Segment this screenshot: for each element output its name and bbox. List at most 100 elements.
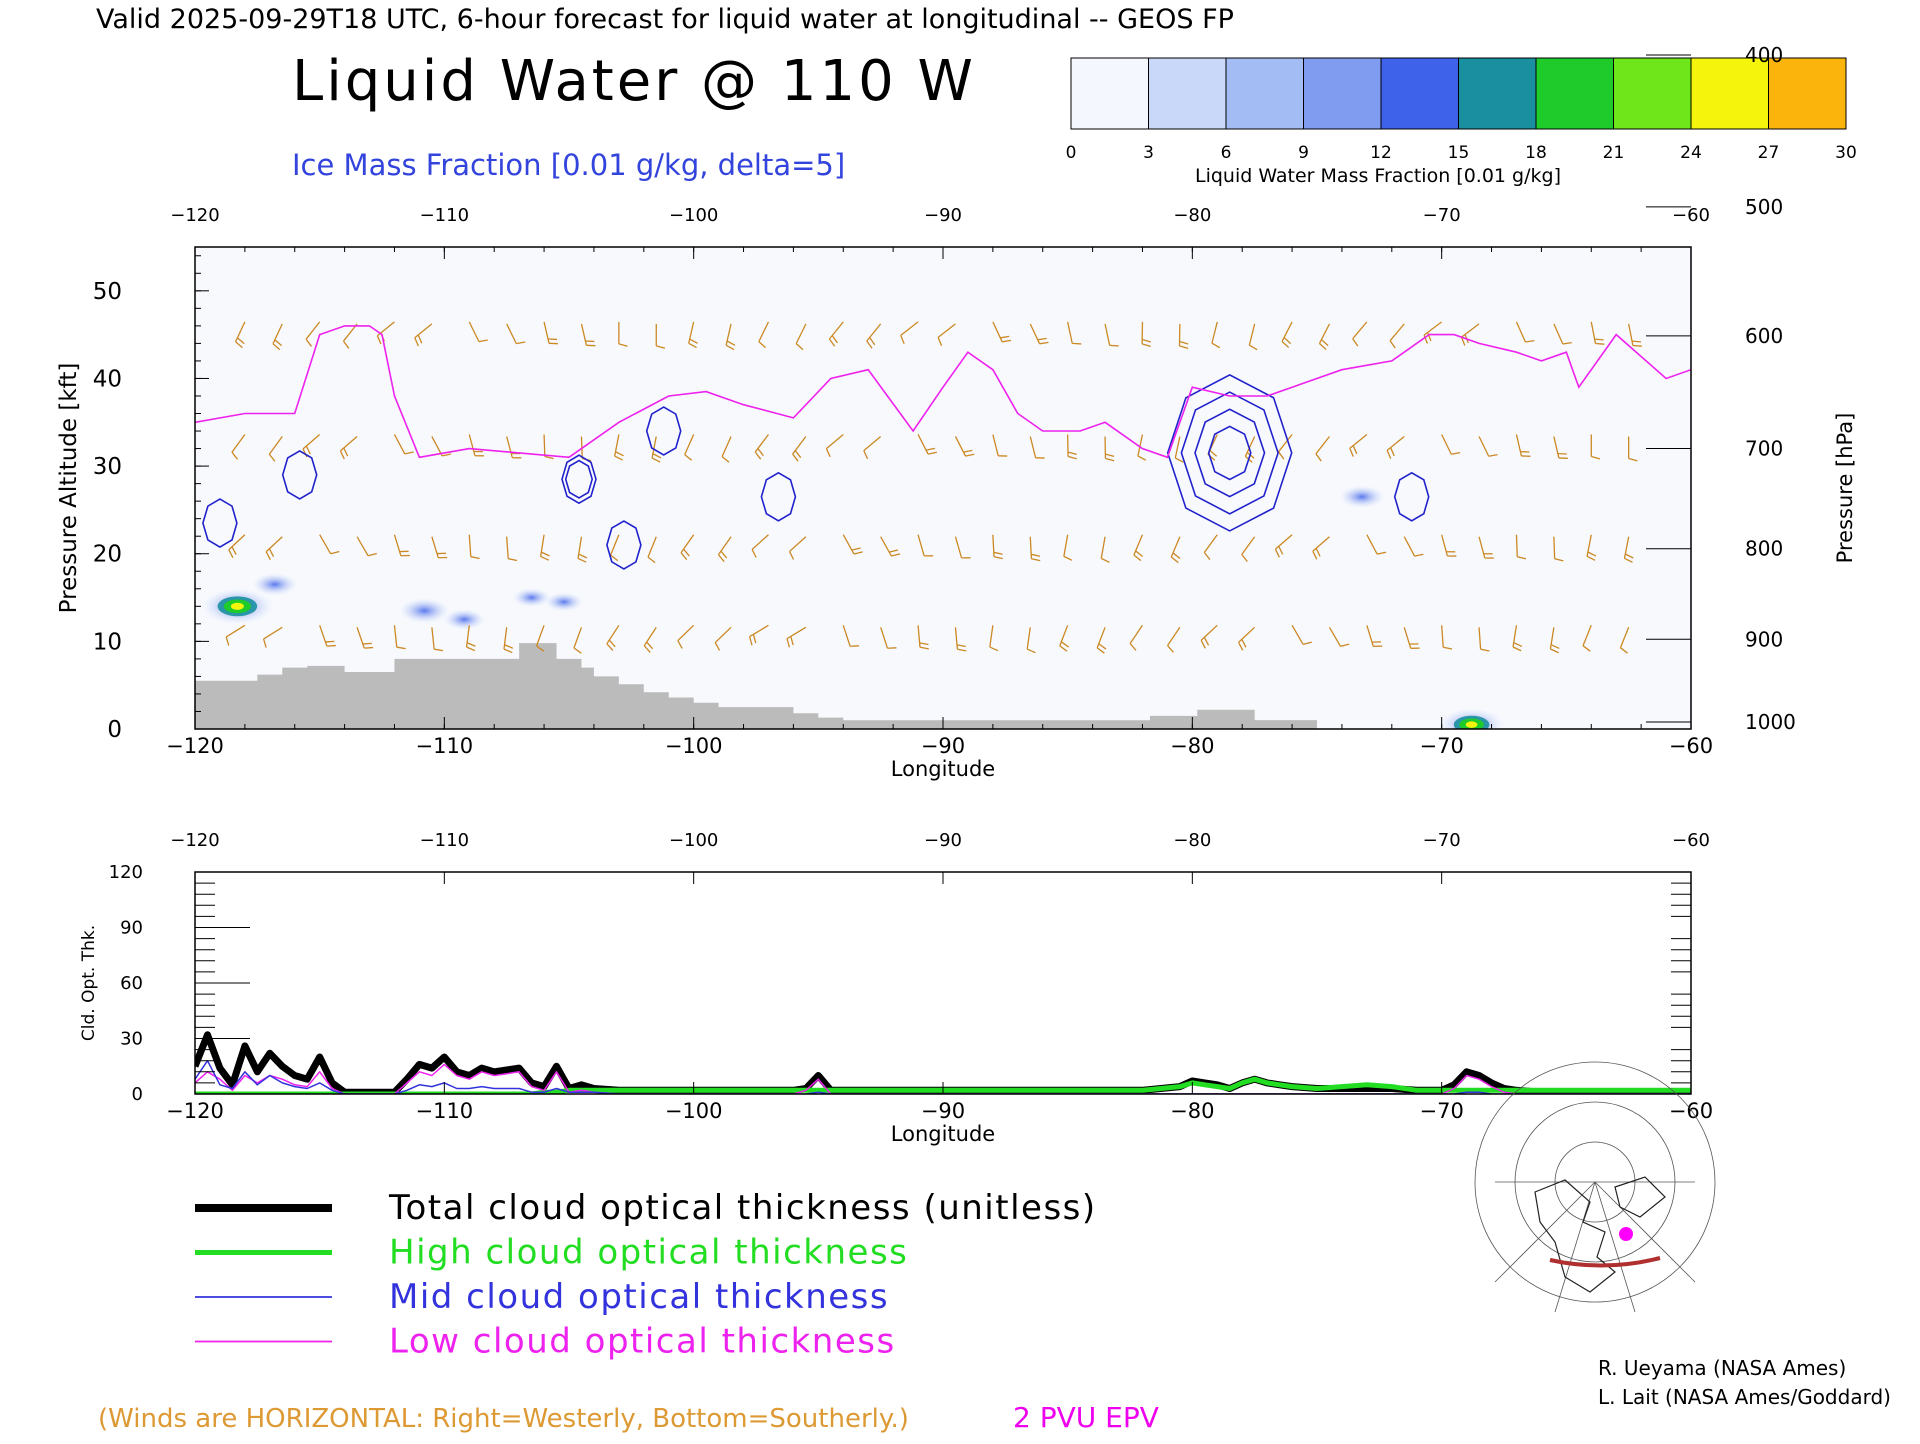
colorbar-bin	[1459, 58, 1537, 129]
wind-barb	[1356, 193, 1367, 219]
colorbar-tick-label: 6	[1221, 143, 1232, 163]
wind-barb	[870, 195, 880, 221]
wind-barb	[1068, 193, 1086, 213]
bottom-tick-label: −100	[665, 734, 723, 758]
wind-barb	[904, 193, 918, 217]
bottom-tick-label: −70	[1420, 1099, 1464, 1123]
wind-barb	[310, 193, 320, 219]
left-tick-label: 50	[93, 279, 122, 305]
colorbar-bin	[1071, 58, 1149, 129]
bottom-tick-label: −120	[166, 1099, 224, 1123]
left-tick-label: 10	[93, 629, 122, 655]
epv-label: 2 PVU EPV	[1013, 1401, 1159, 1434]
wind-barb	[1591, 193, 1608, 213]
bottom-tick-label: −110	[415, 1099, 473, 1123]
left-tick-label: 20	[93, 542, 122, 568]
top-tick-label: −110	[420, 205, 469, 226]
lower-tick-label: 0	[132, 1084, 143, 1105]
colorbar-tick-label: 3	[1143, 143, 1154, 163]
lower-plot-background	[195, 872, 1691, 1094]
wind-barb	[1629, 195, 1646, 215]
colorbar-bin	[1304, 58, 1382, 129]
liquid-water-blob	[513, 588, 551, 607]
lower-tick-label: 90	[120, 918, 143, 939]
liquid-water-blob	[252, 573, 297, 596]
bottom-tick-label: −110	[415, 734, 473, 758]
lower-tick-label: 60	[120, 973, 143, 994]
right-tick-label: 800	[1745, 537, 1783, 561]
right-tick-label: 600	[1745, 324, 1783, 348]
top-tick-label: −70	[1423, 830, 1461, 851]
main-ylabel-left: Pressure Altitude [kft]	[56, 363, 82, 614]
colorbar-bin	[1226, 58, 1304, 129]
colorbar-bin	[1691, 58, 1769, 129]
wind-barb	[544, 193, 562, 213]
wind-barb	[489, 195, 507, 217]
valid-line: Valid 2025-09-29T18 UTC, 6-hour forecast…	[96, 4, 1234, 35]
bottom-tick-label: −90	[921, 1099, 965, 1123]
bottom-tick-label: −120	[166, 734, 224, 758]
colorbar-tick-label: 12	[1370, 143, 1392, 163]
main-xlabel: Longitude	[891, 757, 995, 781]
top-tick-label: −90	[924, 205, 962, 226]
lower-xlabel: Longitude	[891, 1122, 995, 1146]
wind-barb	[1464, 195, 1479, 219]
left-tick-label: 0	[107, 717, 122, 743]
wind-barb	[1498, 193, 1516, 214]
liquid-water-core	[1466, 721, 1478, 727]
bottom-tick-label: −70	[1420, 734, 1464, 758]
main-plot-background	[195, 247, 1691, 729]
wind-barb	[730, 195, 739, 220]
wind-barb	[800, 195, 809, 221]
legend-label: Total cloud optical thickness (unitless)	[388, 1188, 1097, 1228]
bottom-tick-label: −100	[665, 1099, 723, 1123]
chart-subtitle: Ice Mass Fraction [0.01 g/kg, delta=5]	[292, 148, 845, 182]
legend-label: Low cloud optical thickness	[389, 1322, 896, 1362]
wind-barb	[763, 193, 772, 219]
chart-title: Liquid Water @ 110 W	[292, 49, 976, 114]
wind-barb	[380, 193, 394, 217]
top-tick-label: −80	[1173, 830, 1211, 851]
wind-barb	[1394, 195, 1405, 221]
wind-barb	[1286, 193, 1294, 219]
liquid-water-blob	[545, 592, 583, 611]
lower-tick-label: 120	[109, 862, 143, 883]
wind-barb	[1015, 43, 1030, 67]
top-tick-label: −100	[669, 205, 718, 226]
wind-barb	[1323, 195, 1331, 221]
wind-barb	[975, 193, 993, 214]
wind-barb	[1216, 193, 1225, 218]
wind-barb	[277, 195, 285, 221]
legend-label: High cloud optical thickness	[389, 1233, 908, 1273]
bottom-tick-label: −80	[1170, 734, 1214, 758]
top-tick-label: −80	[1173, 205, 1211, 226]
liquid-water-core	[231, 603, 244, 610]
liquid-water-blob	[1339, 486, 1384, 509]
lower-tick-label: 30	[120, 1029, 143, 1050]
bottom-tick-label: −60	[1669, 734, 1713, 758]
top-tick-label: −100	[669, 830, 718, 851]
colorbar-tick-label: 27	[1758, 143, 1780, 163]
wind-barb	[1142, 193, 1155, 216]
colorbar-bin	[1769, 58, 1847, 129]
top-tick-label: −60	[1672, 830, 1710, 851]
wind-barb	[833, 193, 843, 219]
bottom-tick-label: −80	[1170, 1099, 1214, 1123]
wind-barb	[1536, 195, 1554, 216]
colorbar-tick-label: 30	[1835, 143, 1857, 163]
top-tick-label: −60	[1672, 205, 1710, 226]
credit-line-1: R. Ueyama (NASA Ames)	[1598, 1356, 1846, 1380]
right-tick-label: 700	[1745, 436, 1783, 460]
colorbar-tick-label: 24	[1680, 143, 1702, 163]
colorbar-tick-label: 18	[1525, 143, 1547, 163]
wind-barb	[347, 195, 357, 221]
winds-note: (Winds are HORIZONTAL: Right=Westerly, B…	[98, 1404, 909, 1434]
legend: Total cloud optical thickness (unitless)…	[195, 1188, 1097, 1362]
right-tick-label: 400	[1745, 43, 1783, 67]
wind-barb	[581, 195, 599, 215]
bottom-tick-label: −90	[921, 734, 965, 758]
colorbar-bin	[1614, 58, 1692, 129]
